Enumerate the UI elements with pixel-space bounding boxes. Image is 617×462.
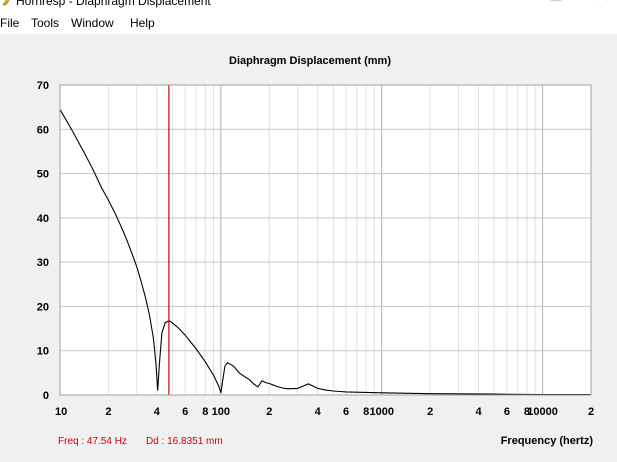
menu-help[interactable]: Help — [130, 16, 155, 30]
y-tick-label: 40 — [37, 213, 49, 225]
app-icon — [2, 0, 10, 6]
chart-title: Diaphragm Displacement (mm) — [229, 55, 391, 67]
x-axis-label: Frequency (hertz) — [501, 435, 594, 447]
y-ticks: 0 10 20 30 40 50 60 70 — [37, 80, 49, 402]
x-tick-label: 8 — [202, 406, 208, 418]
x-tick-label: 6 — [343, 406, 349, 418]
x-tick-label: 2 — [266, 406, 272, 418]
plot-area[interactable] — [60, 85, 591, 395]
y-tick-label: 0 — [43, 390, 49, 402]
x-tick-label: 8 — [524, 406, 530, 418]
x-tick-label: 4 — [315, 406, 322, 418]
y-tick-label: 70 — [37, 80, 49, 92]
dd-readout: Dd : 16.8351 mm — [146, 436, 223, 447]
y-tick-label: 20 — [37, 301, 49, 313]
plot-frame — [59, 84, 592, 396]
y-tick-label: 50 — [37, 169, 49, 181]
x-tick-label: 6 — [504, 406, 510, 418]
menu-file[interactable]: File — [0, 16, 20, 30]
y-tick-label: 60 — [37, 124, 49, 136]
x-tick-label: 6 — [182, 406, 188, 418]
x-tick-label: 8 — [363, 406, 369, 418]
displacement-curve — [59, 109, 591, 396]
x-tick-label: 100 — [212, 406, 230, 418]
y-tick-label: 30 — [37, 257, 49, 269]
title-bar: Hornresp - Diaphragm Displacement — [0, 0, 617, 10]
window-title: Hornresp - Diaphragm Displacement — [16, 0, 211, 8]
menu-tools[interactable]: Tools — [31, 16, 60, 30]
plot-border — [59, 84, 592, 396]
curve-layer — [59, 109, 591, 396]
menu-window[interactable]: Window — [71, 16, 114, 30]
x-tick-label: 2 — [105, 406, 111, 418]
x-tick-label: 10 — [55, 406, 67, 418]
x-tick-label: 2 — [588, 406, 594, 418]
grid-lines — [60, 85, 591, 395]
x-tick-label: 10000 — [527, 406, 558, 418]
y-tick-label: 10 — [37, 346, 49, 358]
x-tick-label: 2 — [427, 406, 433, 418]
x-tick-label: 4 — [154, 406, 161, 418]
x-tick-label: 4 — [476, 406, 483, 418]
freq-readout: Freq : 47.54 Hz — [58, 436, 127, 447]
menu-bar: File Tools Window Help — [0, 10, 617, 34]
x-tick-label: 1000 — [369, 406, 393, 418]
